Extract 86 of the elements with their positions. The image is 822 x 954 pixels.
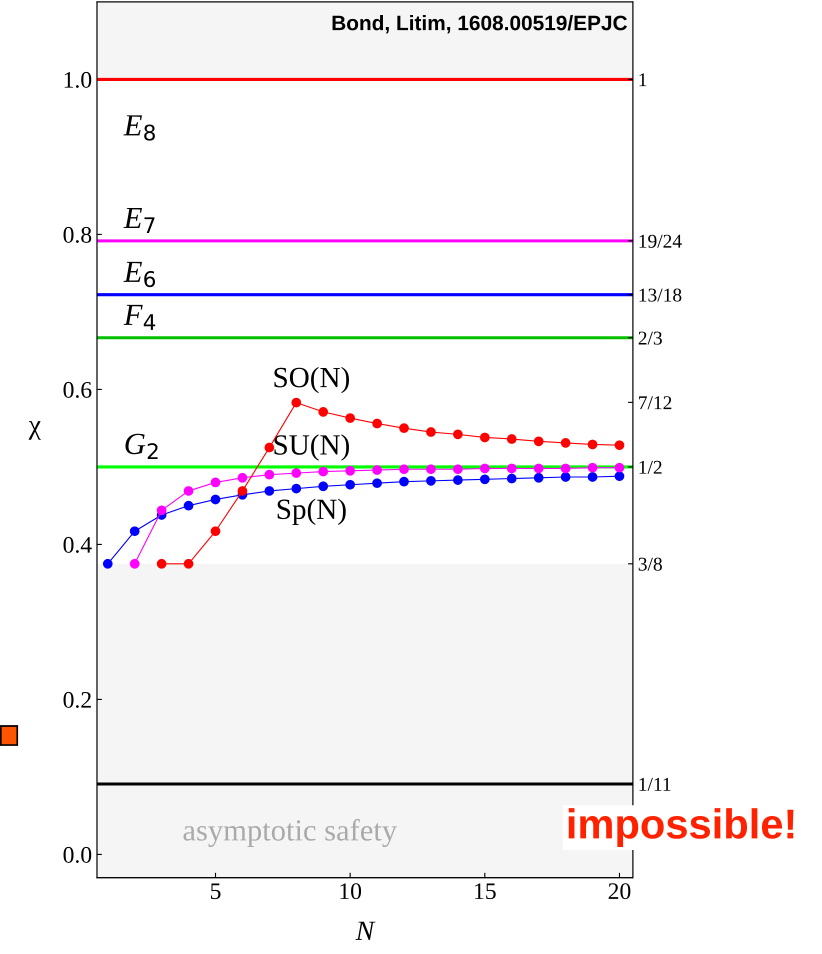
y-tick-label: 0.4 (64, 536, 92, 553)
point (588, 472, 598, 482)
point (588, 440, 598, 450)
point (372, 418, 382, 428)
y-tick-label: 0.2 (64, 692, 91, 708)
point (318, 466, 328, 476)
y-tick-label: 1.0 (64, 72, 92, 88)
annotation: asymptotic safety (184, 818, 397, 848)
point (534, 436, 544, 446)
point (210, 526, 220, 536)
y-tick-label: 0.8 (64, 226, 92, 243)
ref-line-label: F$_{4}$ (124, 304, 156, 330)
x-tick-label: 5 (210, 883, 220, 900)
point (184, 558, 194, 569)
point (345, 413, 356, 423)
series-label: Sp(N) (278, 498, 346, 526)
point (560, 472, 570, 482)
point (480, 474, 490, 484)
y2-tick-label: 2/3 (638, 332, 662, 345)
point (453, 430, 463, 440)
annotation: impossible! (568, 808, 794, 848)
point (345, 466, 356, 476)
point (480, 432, 490, 442)
ref-line-label: E$_{6}$ (123, 262, 156, 288)
ref-line-label: E$_{7}$ (123, 208, 155, 233)
y2-tick-label: 13/18 (640, 288, 682, 302)
point (426, 476, 436, 486)
ref-line-label: G$_{2}$ (125, 434, 158, 459)
point (506, 474, 517, 484)
point (291, 398, 302, 408)
point (399, 423, 409, 434)
point (264, 470, 274, 480)
point (506, 464, 517, 474)
point (426, 464, 436, 474)
x-tick-label: 20 (608, 883, 630, 900)
point (184, 500, 194, 511)
point (264, 486, 274, 496)
point (156, 558, 166, 569)
point (238, 472, 248, 483)
point (453, 475, 463, 485)
point (184, 486, 194, 496)
x-tick-label: 15 (475, 883, 496, 900)
point (372, 465, 382, 475)
point (130, 558, 140, 569)
point (238, 486, 248, 496)
point (156, 505, 166, 516)
point (560, 438, 570, 448)
point (291, 484, 302, 494)
point (130, 526, 140, 536)
point (264, 442, 274, 452)
point (318, 481, 328, 492)
y-tick-label: 0.0 (64, 846, 92, 863)
point (345, 480, 356, 490)
point (534, 472, 544, 483)
point (399, 464, 409, 474)
series-label: SU(N) (274, 434, 349, 461)
point (614, 462, 624, 473)
y2-tick-label: 19/24 (640, 234, 682, 248)
point (291, 468, 302, 478)
y2-tick-label: 3/8 (638, 558, 662, 571)
y2-tick-label: 7/12 (639, 396, 672, 410)
point (480, 464, 490, 474)
point (426, 427, 436, 437)
ref-line-label: E$_{8}$ (123, 115, 155, 141)
point (399, 476, 409, 487)
x-axis-title: N (356, 922, 376, 940)
x-tick-label: 10 (340, 883, 362, 900)
point (560, 464, 570, 474)
point (372, 478, 382, 488)
text: Bond, Litim, 1608.00519/EPJC (332, 15, 628, 34)
y2-tick-label: 1/11 (640, 778, 670, 791)
point (210, 478, 220, 488)
y2-tick-label: 1/2 (640, 460, 662, 474)
series-label: SO(N) (274, 366, 349, 394)
y-axis-title: χ (28, 421, 41, 440)
point (614, 440, 624, 450)
point (534, 464, 544, 474)
point (318, 407, 328, 417)
point (453, 464, 463, 474)
point (210, 494, 220, 504)
point (614, 471, 624, 482)
y2-tick-label: 1 (640, 73, 646, 86)
point (102, 558, 113, 569)
y-tick-label: 0.6 (64, 382, 92, 398)
point (506, 434, 517, 444)
point (588, 462, 598, 473)
